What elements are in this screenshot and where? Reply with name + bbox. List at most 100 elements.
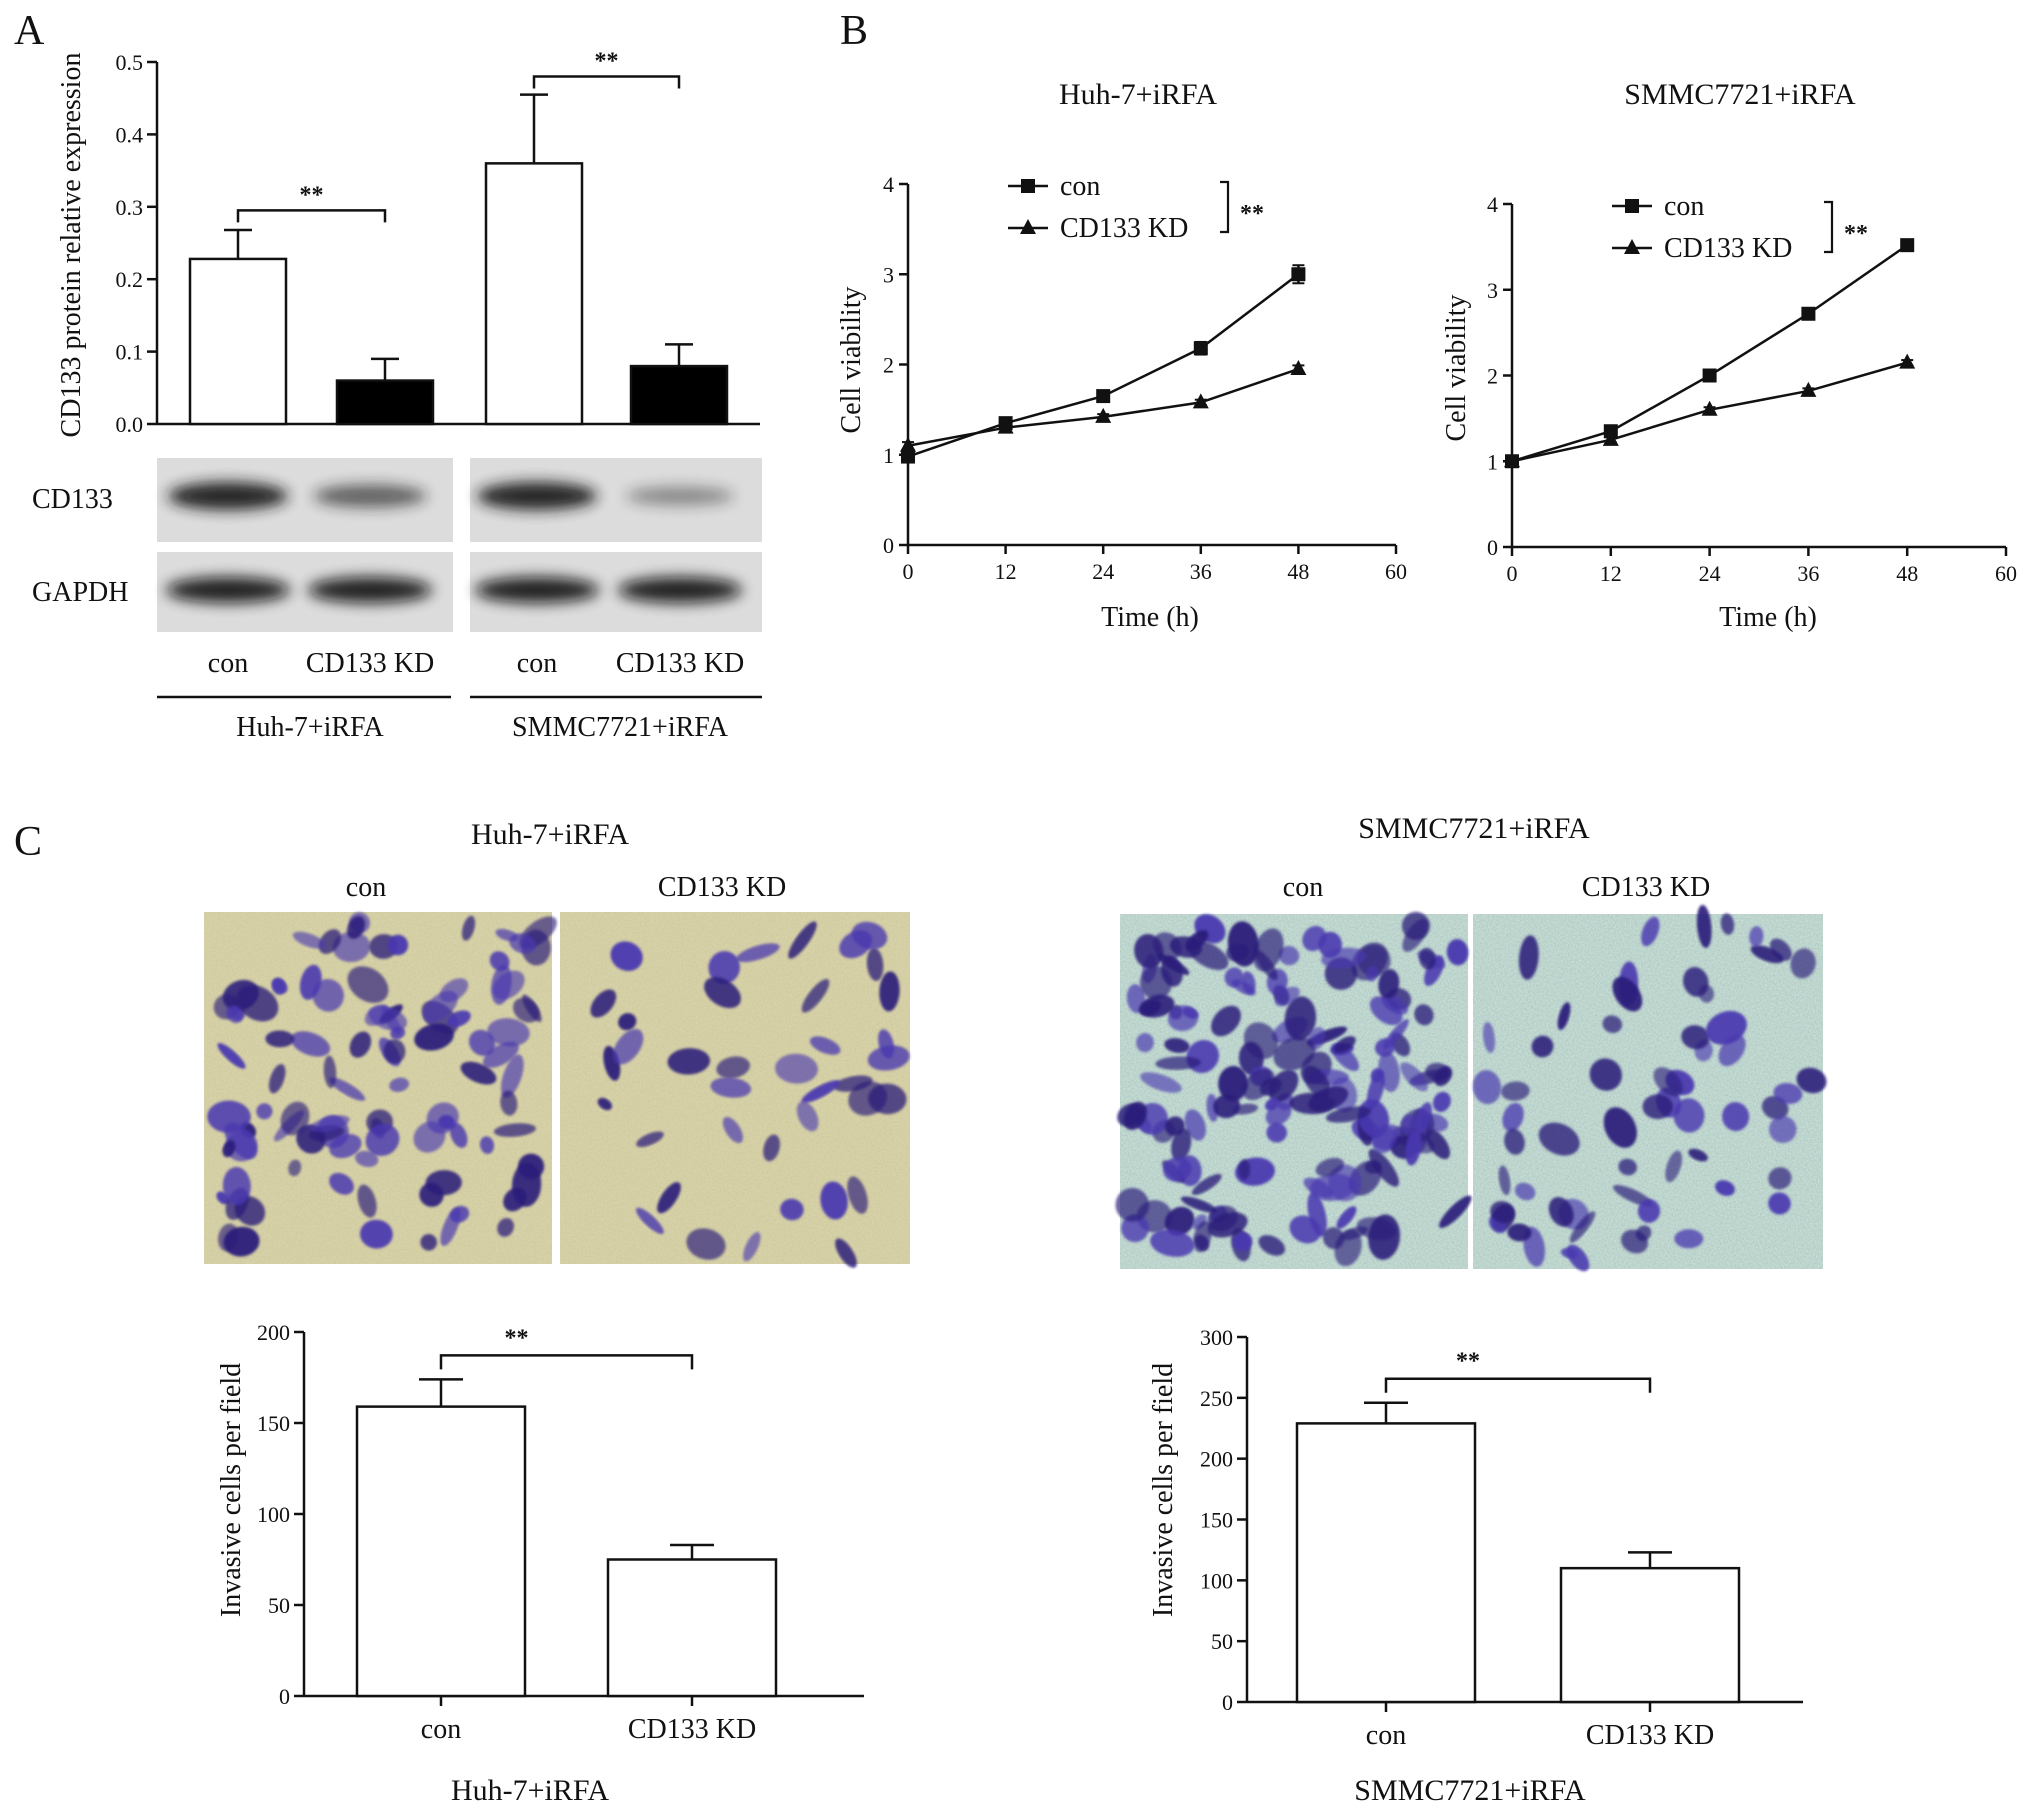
stained-cell bbox=[686, 1228, 726, 1260]
stained-cell bbox=[329, 1172, 354, 1195]
significance-label: ** bbox=[300, 182, 324, 208]
data-point-square bbox=[1900, 238, 1915, 253]
stained-cell bbox=[349, 1031, 372, 1058]
stained-cell bbox=[1796, 1067, 1827, 1094]
y-tick-label: 150 bbox=[257, 1411, 290, 1436]
stained-cell bbox=[288, 1159, 302, 1177]
stained-cell bbox=[1333, 1036, 1356, 1054]
bar bbox=[1559, 1566, 1741, 1704]
stained-cell bbox=[1722, 1102, 1750, 1132]
legend-label: CD133 KD bbox=[1060, 213, 1188, 244]
stained-cell bbox=[1207, 1212, 1248, 1238]
stained-cell bbox=[867, 1045, 910, 1071]
stained-cell bbox=[1255, 950, 1278, 980]
stained-cell bbox=[389, 1077, 409, 1092]
stained-cell bbox=[722, 1116, 744, 1144]
stained-cell bbox=[312, 978, 344, 1012]
stained-cell bbox=[1242, 1068, 1275, 1101]
stained-cell bbox=[1432, 1091, 1451, 1113]
stained-cell bbox=[439, 978, 469, 1003]
stained-cell bbox=[1514, 1182, 1536, 1201]
stained-cell bbox=[1193, 1221, 1212, 1253]
stained-cell bbox=[460, 1061, 497, 1085]
significance-bracket bbox=[1384, 1377, 1652, 1393]
stained-cell bbox=[1504, 1128, 1525, 1155]
stained-cell bbox=[1653, 1067, 1683, 1097]
stained-cell bbox=[1134, 933, 1164, 969]
x-tick-label: 24 bbox=[1092, 559, 1114, 584]
stained-cell bbox=[1302, 925, 1327, 952]
stained-cell bbox=[801, 978, 830, 1013]
series-line-con bbox=[1511, 244, 1908, 463]
stained-cell bbox=[500, 1054, 524, 1098]
stained-cell bbox=[1482, 1022, 1496, 1053]
invasion-chart-smmc: Invasive cells per field SMMC7721+iRFA 0… bbox=[1148, 1325, 1803, 1807]
bar bbox=[1295, 1422, 1477, 1704]
stained-cell bbox=[1635, 1225, 1652, 1241]
stained-cell bbox=[1538, 1122, 1580, 1156]
stained-cell bbox=[597, 1097, 612, 1111]
y-tick-label: 0.2 bbox=[116, 267, 144, 292]
stained-cell bbox=[1414, 1004, 1434, 1026]
y-tick-label: 50 bbox=[1211, 1629, 1233, 1654]
stained-cell bbox=[1518, 935, 1539, 980]
stained-cell bbox=[419, 1182, 444, 1207]
stained-cell bbox=[716, 1056, 751, 1079]
stained-cell bbox=[1641, 916, 1660, 947]
data-point-triangle bbox=[1701, 400, 1718, 416]
stained-cell bbox=[223, 1226, 260, 1257]
viability-chart-smmc: SMMC7721+iRFA Cell viability Time (h) 0 1… bbox=[1441, 78, 2017, 633]
lane-label-2: CD133 KD bbox=[306, 648, 434, 679]
stained-cell bbox=[360, 1219, 393, 1249]
blot-band-gapdh bbox=[166, 577, 290, 603]
panel-b: B Huh-7+iRFA Cell viability Time (h) 012… bbox=[836, 8, 2017, 633]
stained-cell bbox=[809, 1036, 841, 1055]
blot-band-cd133 bbox=[477, 482, 597, 510]
stained-cell bbox=[708, 951, 740, 984]
stained-cell bbox=[387, 934, 409, 956]
blot-row-label-cd133: CD133 bbox=[32, 484, 113, 515]
series-line-cd133-kd bbox=[907, 367, 1299, 447]
bar bbox=[606, 1558, 778, 1698]
legend-marker-square bbox=[1021, 179, 1035, 193]
stained-cell bbox=[1401, 911, 1430, 940]
stained-cell bbox=[710, 1077, 752, 1098]
stained-cell bbox=[1769, 1115, 1797, 1144]
y-tick-label: 2 bbox=[1487, 364, 1498, 389]
stained-cell bbox=[879, 971, 900, 1012]
data-point-square bbox=[1801, 306, 1816, 321]
stained-cell bbox=[1307, 1192, 1327, 1237]
stained-cell bbox=[1400, 1114, 1417, 1135]
stained-cell bbox=[775, 1053, 818, 1084]
stained-cell bbox=[497, 1217, 515, 1237]
stained-cell bbox=[1773, 1082, 1803, 1105]
stained-cell bbox=[1673, 1098, 1705, 1133]
blot-band-gapdh bbox=[618, 577, 742, 603]
stained-cell bbox=[1548, 1197, 1574, 1227]
x-tick-label: 60 bbox=[1385, 559, 1407, 584]
invasion-chart-huh-x-label: Huh-7+iRFA bbox=[451, 1774, 609, 1807]
micrograph-label-smmc-con: con bbox=[1283, 872, 1323, 903]
stained-cell bbox=[1266, 1122, 1287, 1143]
stained-cell bbox=[365, 1123, 400, 1157]
stained-cell bbox=[868, 1083, 907, 1115]
stained-cell bbox=[1698, 984, 1715, 1003]
stained-cell bbox=[1718, 1034, 1746, 1067]
stained-cell bbox=[1309, 1173, 1356, 1201]
stained-cell bbox=[1749, 926, 1764, 947]
invasion-chart-huh: Invasive cells per field Huh-7+iRFA 0 50 1… bbox=[216, 1320, 864, 1807]
stained-cell bbox=[256, 1103, 273, 1120]
stained-cell bbox=[1265, 1097, 1279, 1111]
stained-cell bbox=[1366, 965, 1379, 982]
panel-a-letter: A bbox=[14, 8, 45, 54]
stained-cell bbox=[1273, 1036, 1316, 1071]
stained-cell bbox=[440, 1207, 461, 1246]
micrograph-label-huh-kd: CD133 KD bbox=[658, 872, 786, 903]
data-point-triangle bbox=[1602, 430, 1619, 446]
panel-c-letter: C bbox=[14, 819, 42, 865]
micrograph-label-smmc-kd: CD133 KD bbox=[1582, 872, 1710, 903]
series-line-con bbox=[907, 273, 1300, 458]
stained-cell bbox=[318, 929, 342, 954]
stained-cell bbox=[207, 1100, 251, 1134]
